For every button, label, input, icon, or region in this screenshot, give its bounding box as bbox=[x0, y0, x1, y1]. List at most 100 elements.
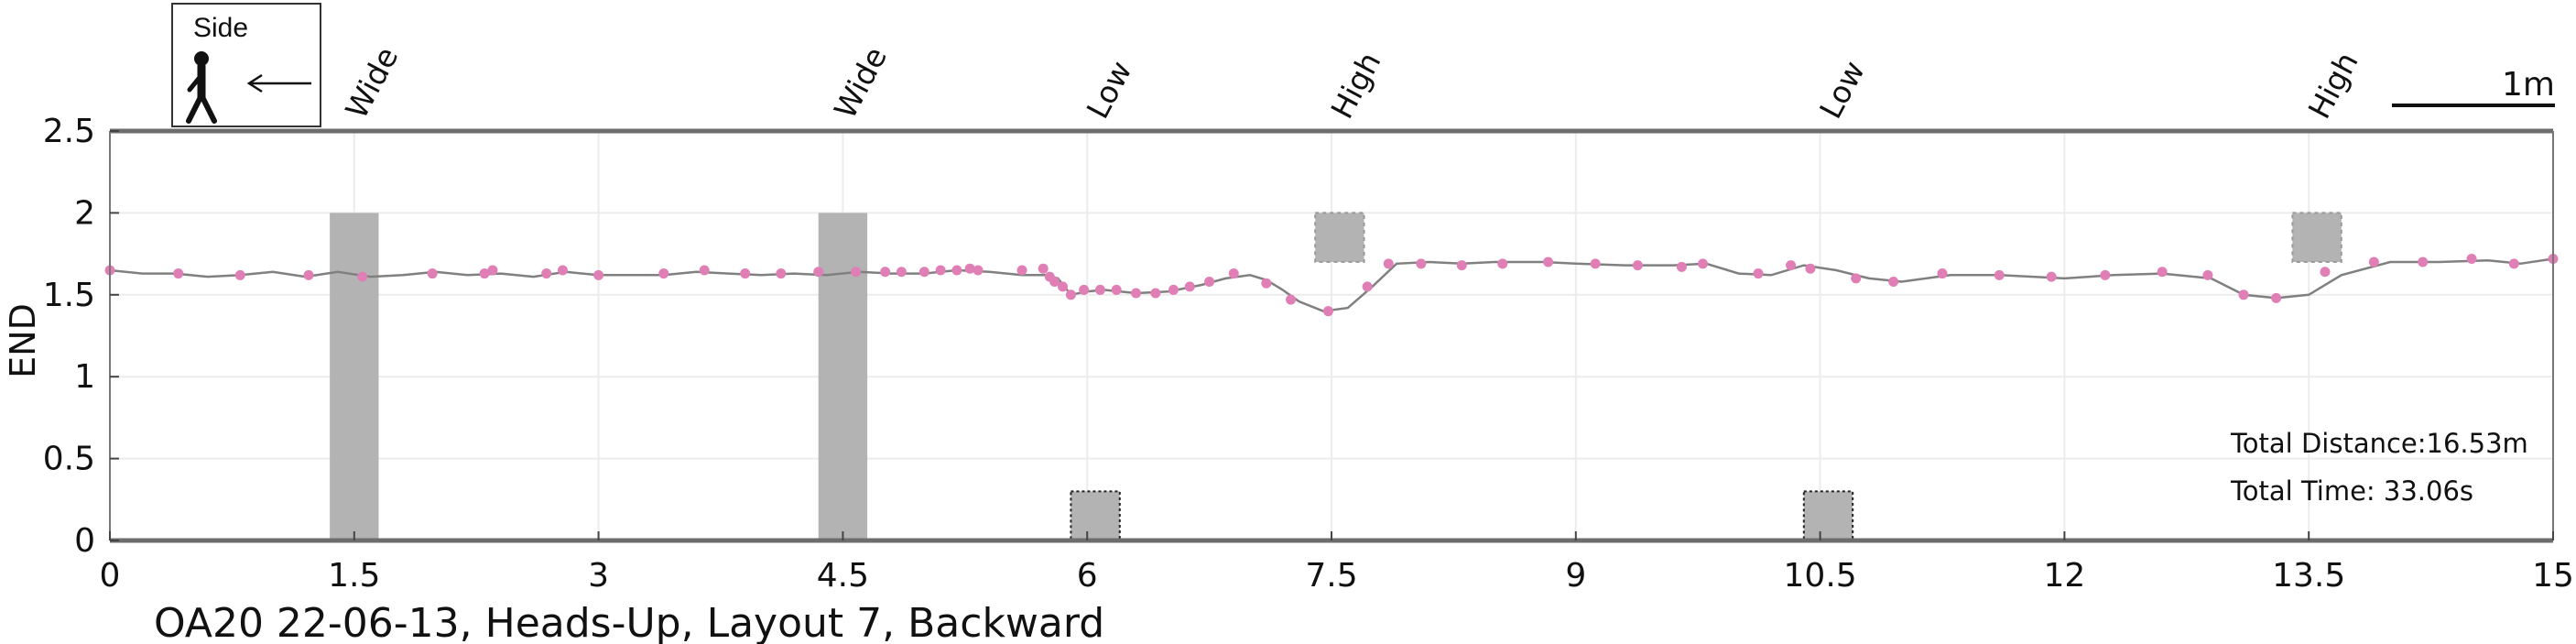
x-tick-label: 6 bbox=[1077, 557, 1098, 595]
x-tick-label: 10.5 bbox=[1784, 557, 1857, 595]
x-tick-label: 12 bbox=[2043, 557, 2085, 595]
x-tick-label: 0 bbox=[100, 557, 121, 595]
data-point bbox=[935, 265, 946, 276]
legend: Side bbox=[171, 3, 321, 127]
data-point bbox=[1058, 281, 1069, 292]
x-tick-label: 13.5 bbox=[2272, 557, 2345, 595]
data-point bbox=[1204, 276, 1215, 287]
y-tick-label: 1 bbox=[74, 358, 95, 396]
data-point bbox=[1322, 306, 1333, 317]
y-tick-label: 2.5 bbox=[43, 113, 95, 150]
data-point bbox=[1362, 281, 1373, 292]
data-point bbox=[973, 265, 984, 276]
obstacle-label: Wide bbox=[338, 41, 405, 125]
data-point bbox=[1416, 258, 1427, 269]
data-point bbox=[880, 267, 891, 278]
tick-labels: 0 1.5 3 4.5 6 7.5 9 10.5 12 13.5 15 0 0.5 1 1.5 2 2.5 bbox=[43, 113, 2574, 595]
data-point bbox=[2202, 269, 2213, 280]
obstacle-label: Low bbox=[1080, 55, 1139, 125]
obstacle-labels: Wide Wide Low High Low High bbox=[338, 41, 2364, 125]
data-point bbox=[303, 269, 314, 280]
data-point bbox=[740, 268, 751, 279]
data-point bbox=[1228, 268, 1239, 279]
data-point bbox=[541, 268, 552, 279]
data-point bbox=[699, 265, 710, 276]
data-point bbox=[776, 268, 787, 279]
data-point bbox=[2046, 271, 2057, 282]
x-tick-label: 15 bbox=[2532, 557, 2574, 595]
data-point bbox=[1286, 294, 1297, 305]
data-point bbox=[234, 269, 245, 280]
data-point bbox=[1049, 276, 1060, 287]
obstacle-high bbox=[1314, 212, 1365, 264]
data-point bbox=[1753, 268, 1764, 279]
y-tick-label: 0.5 bbox=[43, 441, 95, 478]
data-point bbox=[593, 269, 604, 280]
obstacle-high bbox=[2291, 212, 2342, 264]
scale-bar: 1m bbox=[2392, 66, 2555, 107]
data-point bbox=[2238, 289, 2249, 300]
series-group bbox=[104, 253, 2559, 317]
data-point bbox=[1094, 284, 1105, 295]
axes bbox=[109, 128, 2554, 543]
data-point bbox=[1131, 288, 1142, 299]
data-point bbox=[1937, 268, 1948, 279]
data-point bbox=[487, 265, 498, 276]
data-point bbox=[2466, 253, 2477, 264]
data-point bbox=[1456, 260, 1467, 271]
data-point bbox=[1590, 258, 1601, 269]
obstacle-wide bbox=[818, 213, 868, 540]
data-point bbox=[1261, 278, 1272, 289]
obstacle-label: High bbox=[1324, 46, 1388, 124]
data-point bbox=[1676, 261, 1687, 272]
obstacle-wide bbox=[330, 213, 379, 540]
data-point bbox=[2157, 267, 2168, 278]
data-point bbox=[1038, 263, 1049, 274]
y-tick-label: 0 bbox=[74, 522, 95, 560]
data-point bbox=[1079, 284, 1090, 295]
obstacle-low bbox=[1802, 490, 1854, 541]
data-point bbox=[1888, 276, 1899, 287]
data-point bbox=[1168, 284, 1179, 295]
obstacle-label: Wide bbox=[827, 41, 894, 125]
total-distance-label: Total Distance:16.53m bbox=[2230, 428, 2528, 459]
data-point bbox=[851, 267, 862, 278]
obstacle-label: High bbox=[2301, 46, 2365, 124]
data-point bbox=[2271, 292, 2282, 303]
data-point bbox=[813, 267, 824, 278]
x-tick-label: 9 bbox=[1565, 557, 1586, 595]
data-point bbox=[173, 268, 184, 279]
data-point bbox=[1184, 281, 1195, 292]
data-point bbox=[896, 267, 907, 278]
data-point bbox=[1698, 258, 1709, 269]
x-tick-label: 4.5 bbox=[817, 557, 869, 595]
data-point bbox=[1111, 284, 1122, 295]
y-tick-label: 2 bbox=[74, 194, 95, 232]
data-point bbox=[2320, 267, 2331, 278]
data-point bbox=[1383, 258, 1394, 269]
y-tick-label: 1.5 bbox=[43, 277, 95, 314]
data-point bbox=[1543, 257, 1554, 267]
walking-person-icon bbox=[186, 51, 217, 124]
legend-box bbox=[171, 3, 321, 127]
y-axis-label: END bbox=[3, 303, 43, 378]
data-point bbox=[1497, 258, 1508, 269]
data-point bbox=[1851, 273, 1862, 284]
x-tick-label: 1.5 bbox=[328, 557, 380, 595]
obstacle-group bbox=[330, 212, 2342, 541]
chart-title: OA20 22-06-13, Heads-Up, Layout 7, Backw… bbox=[154, 600, 1104, 644]
data-point bbox=[2368, 257, 2379, 267]
data-point bbox=[557, 265, 568, 276]
data-point bbox=[2100, 269, 2111, 280]
data-point bbox=[1786, 260, 1797, 271]
data-point bbox=[658, 268, 669, 279]
x-tick-label: 3 bbox=[588, 557, 609, 595]
data-point bbox=[1065, 289, 1076, 300]
data-point bbox=[427, 268, 438, 279]
total-time-label: Total Time: 33.06s bbox=[2230, 475, 2473, 507]
data-point bbox=[951, 265, 962, 276]
data-point bbox=[2418, 257, 2429, 267]
legend-label: Side bbox=[193, 13, 248, 43]
data-point bbox=[479, 268, 490, 279]
data-point bbox=[964, 263, 975, 274]
